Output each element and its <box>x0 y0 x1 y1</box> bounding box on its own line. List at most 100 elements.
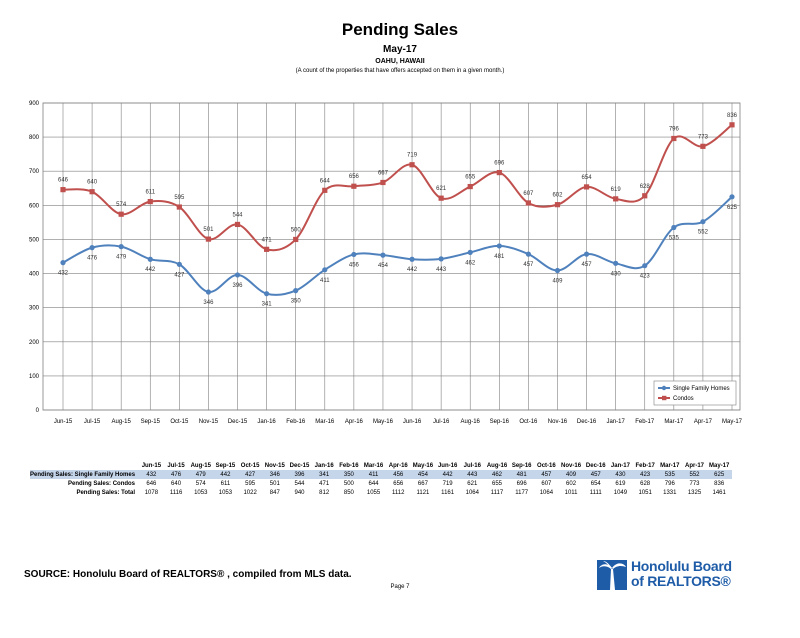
data-label-single-family-homes: 457 <box>523 262 534 268</box>
table-column-header: Feb-17 <box>635 462 655 469</box>
table-row: Pending Sales: Condos 646 640 574 611 595 501 5… <box>30 479 732 488</box>
data-label-single-family-homes: 552 <box>698 230 709 236</box>
table-cell: 471 <box>319 480 330 487</box>
table-cell: 1461 <box>712 489 726 496</box>
table-column-header: Sep-15 <box>215 462 236 469</box>
point-single-family-homes <box>380 252 386 258</box>
data-table: Jun-15 Jul-15 Aug-15 Sep-15 Oct-15 Nov-15 Dec-… <box>30 461 732 497</box>
table-column-header: Aug-15 <box>190 462 211 469</box>
point-condos <box>409 162 415 168</box>
point-single-family-homes <box>60 260 66 266</box>
region-label: OAHU, HAWAII <box>375 58 425 65</box>
table-cell: 847 <box>269 489 280 496</box>
table-cell: 454 <box>410 470 436 479</box>
data-label-condos: 640 <box>87 180 98 186</box>
table-column-header: Mar-17 <box>660 462 680 469</box>
table-cell: 456 <box>385 470 411 479</box>
point-condos <box>264 246 270 252</box>
data-label-condos: 602 <box>552 193 563 199</box>
table-cell: 667 <box>417 480 428 487</box>
table-cell: 481 <box>509 470 535 479</box>
point-condos <box>438 195 444 201</box>
x-tick-label: Feb-17 <box>635 419 655 425</box>
table-column-header: Jan-17 <box>610 462 630 469</box>
data-label-condos: 719 <box>407 153 418 159</box>
table-header-row: Jun-15 Jul-15 Aug-15 Sep-15 Oct-15 Nov-15 Dec-… <box>30 461 732 470</box>
data-label-condos: 544 <box>233 212 244 218</box>
table-cell: 640 <box>171 480 182 487</box>
table-column-header: Jan-16 <box>314 462 334 469</box>
table-cell: 430 <box>608 470 633 479</box>
table-cell: 628 <box>640 480 651 487</box>
table-cell: 1117 <box>490 489 504 496</box>
table-column-header: Dec-16 <box>585 462 606 469</box>
board-logo: Honolulu Board of REALTORS® <box>597 556 747 592</box>
data-label-condos: 628 <box>640 184 651 190</box>
data-label-single-family-homes: 456 <box>349 262 360 268</box>
point-single-family-homes <box>234 272 241 278</box>
point-single-family-homes <box>293 288 299 294</box>
table-cell: 1331 <box>663 489 677 496</box>
y-tick-label: 400 <box>29 272 40 278</box>
point-condos <box>729 122 735 128</box>
table-cell: 501 <box>269 480 280 487</box>
point-single-family-homes <box>525 251 531 257</box>
legend-label-single-family-homes: Single Family Homes <box>673 386 730 392</box>
x-tick-label: Mar-17 <box>664 419 684 425</box>
point-single-family-homes <box>554 267 561 274</box>
point-single-family-homes <box>118 244 124 250</box>
point-condos <box>671 135 677 142</box>
data-label-single-family-homes: 443 <box>436 267 447 273</box>
data-label-condos: 611 <box>145 190 155 196</box>
point-condos <box>322 187 328 193</box>
data-label-condos: 500 <box>291 227 302 233</box>
data-label-single-family-homes: 481 <box>494 254 505 260</box>
legend-marker-single-family-homes <box>661 385 667 391</box>
point-single-family-homes <box>700 219 706 225</box>
point-condos <box>642 193 648 199</box>
table-column-header: Dec-15 <box>289 462 310 469</box>
table-cell: 719 <box>442 480 453 487</box>
table-cell: 654 <box>590 480 601 487</box>
x-tick-label: Sep-15 <box>141 419 161 425</box>
table-cell: 696 <box>516 480 527 487</box>
point-single-family-homes <box>496 243 502 249</box>
y-tick-label: 600 <box>29 203 40 209</box>
table-cell: 611 <box>220 480 231 487</box>
table-cell: 1161 <box>441 489 455 496</box>
point-single-family-homes <box>467 249 473 256</box>
table-cell: 535 <box>657 470 683 479</box>
data-label-single-family-homes: 341 <box>262 302 273 308</box>
table-cell: 574 <box>195 480 206 487</box>
table-column-header: Nov-15 <box>264 462 285 469</box>
table-cell: 625 <box>706 470 732 479</box>
point-condos <box>89 189 95 195</box>
table-cell: 350 <box>336 470 362 479</box>
table-cell: 619 <box>615 480 626 487</box>
data-label-condos: 656 <box>349 174 360 180</box>
data-label-single-family-homes: 396 <box>233 283 244 289</box>
point-single-family-homes <box>613 260 619 266</box>
data-label-condos: 621 <box>436 186 447 192</box>
table-cell: 1121 <box>416 489 430 496</box>
data-label-condos: 836 <box>727 113 738 119</box>
table-column-header: May-16 <box>412 462 434 469</box>
x-tick-label: Aug-16 <box>461 419 481 425</box>
point-condos <box>147 198 153 205</box>
y-tick-label: 800 <box>29 135 40 141</box>
table-cell: 423 <box>632 470 658 479</box>
table-column-header: Jun-16 <box>437 462 458 469</box>
table-cell: 812 <box>319 489 330 496</box>
line-chart: 0 100 200 300 400 500 600 700 800 900 Jun-15 Jul-15… <box>29 101 743 425</box>
data-label-single-family-homes: 479 <box>116 255 127 261</box>
data-label-condos: 619 <box>611 187 622 193</box>
data-label-single-family-homes: 625 <box>727 205 738 211</box>
data-label-single-family-homes: 427 <box>174 272 185 278</box>
data-label-single-family-homes: 535 <box>669 236 680 242</box>
table-column-header: Apr-17 <box>684 462 704 469</box>
point-single-family-homes <box>264 291 270 297</box>
table-cell: 773 <box>689 480 700 487</box>
data-label-condos: 607 <box>523 191 534 197</box>
legend <box>653 380 737 406</box>
logo-line-2: of REALTORS® <box>631 573 731 589</box>
